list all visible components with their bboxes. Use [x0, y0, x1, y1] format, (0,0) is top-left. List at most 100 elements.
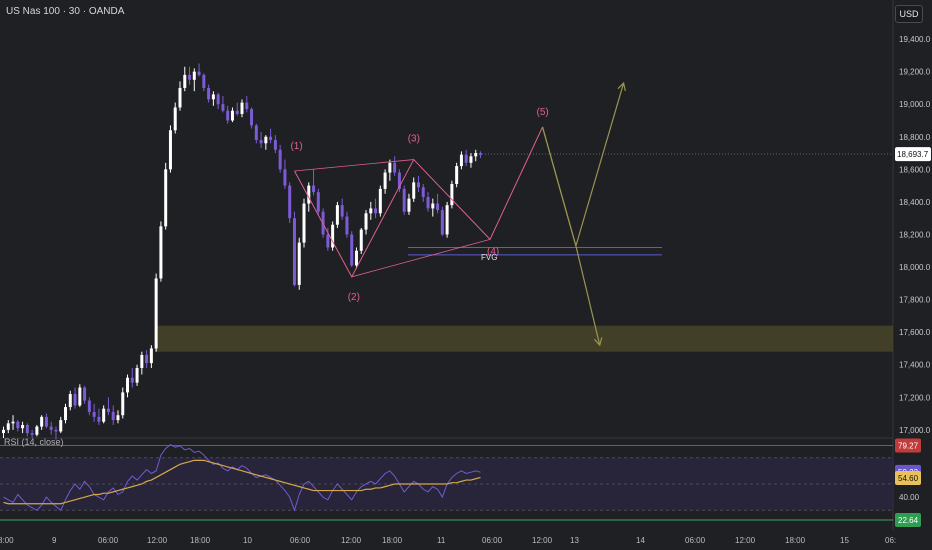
candle-body	[183, 74, 187, 88]
candle-body	[92, 411, 96, 417]
wave-channel-bottom	[351, 238, 491, 278]
candle	[173, 102, 177, 134]
candle	[450, 180, 454, 209]
candle	[188, 66, 192, 85]
candle	[402, 185, 406, 215]
rsi-ma-line	[3, 459, 481, 505]
candle-body	[207, 87, 211, 100]
candle	[49, 421, 53, 435]
price-tick: 17,600.0	[899, 328, 931, 337]
candle-body	[393, 162, 397, 173]
candle-body	[440, 210, 444, 235]
fvg-label: FVG	[481, 253, 497, 262]
candle-body	[25, 424, 29, 434]
candle-body	[64, 407, 68, 421]
candle	[378, 185, 382, 217]
time-tick: 12:00	[532, 536, 553, 545]
candle	[240, 99, 244, 118]
time-tick: 06:00	[290, 536, 311, 545]
candle-body	[130, 377, 134, 383]
projection-up-arrowhead	[617, 81, 626, 91]
candle-body	[474, 153, 478, 157]
candle-body	[73, 394, 77, 406]
currency-button[interactable]: USD	[895, 5, 923, 23]
candle-body	[288, 185, 292, 219]
candle-body	[197, 71, 201, 75]
candle	[393, 156, 397, 176]
price-tick: 18,600.0	[899, 165, 931, 174]
candle	[455, 162, 459, 188]
candle	[354, 247, 358, 269]
candle	[397, 169, 401, 193]
time-tick: 06:00	[685, 536, 706, 545]
candle	[440, 206, 444, 237]
candle-body	[145, 354, 149, 364]
candle-body	[164, 169, 168, 227]
candle-body	[83, 387, 87, 401]
price-tick: 18,200.0	[899, 230, 931, 239]
candle-body	[326, 234, 330, 248]
candle	[292, 211, 296, 287]
candle-body	[273, 140, 277, 150]
candle	[230, 107, 234, 123]
current-price-badge	[895, 147, 931, 162]
candle	[350, 231, 354, 268]
candle-body	[211, 94, 215, 100]
candle	[273, 135, 277, 154]
candle-body	[426, 197, 430, 209]
time-tick: 10	[243, 536, 252, 545]
candle	[421, 183, 425, 202]
candle-body	[459, 154, 463, 167]
candle	[302, 198, 306, 248]
candle-body	[21, 424, 25, 429]
wave-label: (2)	[348, 292, 360, 303]
candle	[383, 169, 387, 194]
time-tick: 11	[437, 536, 446, 545]
candle	[64, 403, 68, 424]
candle-body	[235, 110, 239, 114]
candle-body	[168, 130, 172, 170]
candle	[92, 403, 96, 422]
candle-body	[335, 205, 339, 225]
candle-body	[68, 394, 72, 408]
candle-body	[2, 429, 5, 434]
candle-body	[369, 208, 373, 214]
candle-body	[173, 107, 177, 131]
candle	[297, 237, 301, 290]
candle	[278, 144, 282, 173]
candle-body	[216, 94, 220, 105]
candle-body	[240, 102, 244, 114]
price-tick: 18,400.0	[899, 198, 931, 207]
rsi-lower-label: 22.64	[898, 516, 919, 525]
candle-body	[154, 278, 158, 349]
candle-body	[49, 426, 53, 430]
candle	[40, 415, 44, 430]
time-tick: 8:00	[0, 536, 14, 545]
candle-body	[388, 162, 392, 173]
candle	[130, 367, 134, 388]
projection-down	[541, 126, 601, 346]
candle	[416, 175, 420, 193]
candle-body	[116, 415, 120, 421]
candle-body	[44, 416, 48, 427]
candle	[126, 374, 130, 398]
candle-body	[402, 188, 406, 212]
candle-body	[297, 242, 301, 285]
wave-label: (5)	[537, 107, 549, 118]
candle	[111, 405, 115, 425]
candle-body	[431, 203, 435, 209]
candle	[479, 151, 482, 158]
symbol-title: US Nas 100 · 30 · OANDA	[6, 6, 125, 17]
time-tick: 06:	[885, 536, 896, 545]
candle-body	[78, 387, 82, 406]
candle-body	[59, 420, 63, 432]
candle	[164, 162, 168, 230]
candle	[436, 193, 440, 214]
candle	[25, 423, 29, 437]
candle	[474, 149, 478, 162]
candle-body	[464, 154, 468, 163]
current-price-label: 18,693.7	[897, 150, 929, 159]
candle	[54, 426, 58, 440]
wave-label: (3)	[408, 134, 420, 145]
